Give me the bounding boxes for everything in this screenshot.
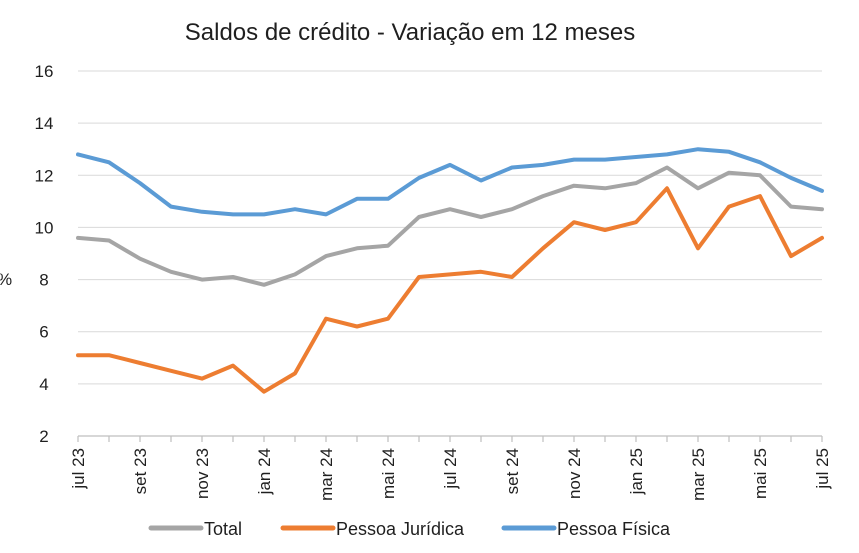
x-tick-label: mar 25 <box>689 448 708 501</box>
y-tick-label: 14 <box>35 114 54 133</box>
y-tick-label: 6 <box>39 323 48 342</box>
x-tick-label: nov 23 <box>193 448 212 499</box>
x-tick-label: mar 24 <box>317 448 336 501</box>
y-tick-label: 16 <box>35 62 54 81</box>
legend-label: Pessoa Jurídica <box>336 519 465 539</box>
series-line-0 <box>76 165 824 287</box>
x-tick-label: mai 24 <box>379 448 398 499</box>
y-tick-label: 2 <box>39 427 48 446</box>
legend: Total Pessoa Jurídica Pessoa Física <box>148 519 671 539</box>
legend-label: Total <box>204 519 242 539</box>
x-tick-label: jan 24 <box>255 448 274 495</box>
y-tick-label: 10 <box>35 218 54 237</box>
x-axis: jul 23 set 23 nov 23 jan 24 mar 24 mai 24 jul … <box>69 435 832 501</box>
x-tick-label: jul 23 <box>69 448 88 490</box>
x-tick-label: set 23 <box>131 448 150 494</box>
x-tick-label: nov 24 <box>565 448 584 499</box>
series-line-2 <box>76 147 824 217</box>
x-tick-label: mai 25 <box>751 448 770 499</box>
x-tick-label: jan 25 <box>627 448 646 495</box>
x-tick-label: jul 25 <box>813 448 832 490</box>
x-tick-label: jul 24 <box>441 448 460 490</box>
series-line-1 <box>76 186 824 394</box>
y-tick-label: 12 <box>35 166 54 185</box>
y-tick-label: 4 <box>39 375 48 394</box>
series-lines <box>76 147 824 394</box>
y-tick-label: 8 <box>39 271 48 290</box>
chart-title: Saldos de crédito - Variação em 12 meses <box>185 19 635 46</box>
x-tick-label: set 24 <box>503 448 522 494</box>
y-axis-label: % <box>0 270 12 289</box>
gridlines: 2 4 6 8 10 12 14 16 <box>35 62 822 446</box>
legend-label: Pessoa Física <box>557 519 671 539</box>
